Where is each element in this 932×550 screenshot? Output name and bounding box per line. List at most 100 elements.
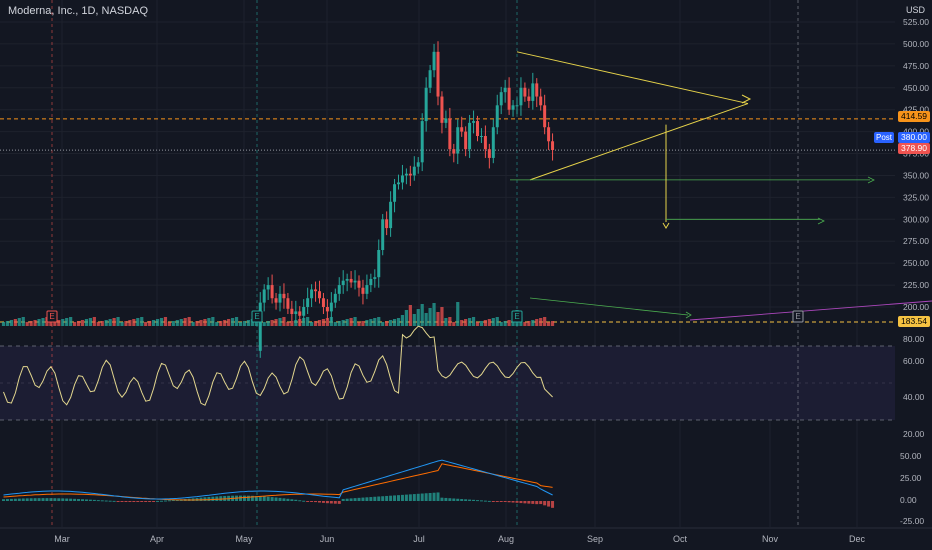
volume-bar bbox=[211, 317, 215, 326]
candle-body bbox=[472, 121, 476, 123]
candle-body bbox=[337, 285, 341, 294]
volume-bar bbox=[171, 321, 175, 326]
candle-body bbox=[290, 308, 294, 315]
candle-body bbox=[373, 277, 377, 279]
volume-bar bbox=[408, 305, 412, 326]
macd-histogram-bar bbox=[487, 500, 491, 502]
macd-histogram-bar bbox=[321, 501, 325, 503]
candle-body bbox=[515, 105, 519, 107]
macd-histogram-bar bbox=[310, 501, 314, 502]
volume-bar bbox=[179, 319, 183, 326]
volume-bar bbox=[57, 320, 61, 326]
macd-histogram-bar bbox=[136, 501, 140, 502]
volume-bar bbox=[282, 317, 286, 326]
volume-bar bbox=[9, 320, 13, 326]
earnings-marker-box bbox=[251, 310, 263, 323]
macd-histogram-bar bbox=[511, 501, 515, 503]
candle-body bbox=[507, 87, 511, 110]
candle-body bbox=[511, 105, 515, 110]
symbol-title[interactable]: Moderna, Inc., 1D, NASDAQ bbox=[8, 5, 148, 17]
macd-histogram-bar bbox=[254, 495, 258, 501]
volume-bar bbox=[452, 322, 456, 326]
macd-histogram-bar bbox=[345, 498, 349, 501]
macd-histogram-bar bbox=[476, 500, 479, 502]
volume-bar bbox=[294, 320, 298, 326]
volume-bar bbox=[420, 304, 424, 326]
volume-bar bbox=[120, 322, 124, 326]
volume-bar bbox=[262, 322, 266, 326]
volume-bar bbox=[361, 321, 365, 326]
time-tick-label: May bbox=[235, 534, 253, 544]
volume-bar bbox=[250, 319, 254, 326]
candle-body bbox=[424, 87, 428, 122]
volume-bar bbox=[96, 322, 100, 326]
macd-histogram-bar bbox=[456, 498, 460, 501]
candle-body bbox=[365, 285, 369, 294]
volume-bar bbox=[80, 320, 85, 326]
macd-histogram-bar bbox=[290, 499, 294, 501]
candle-body bbox=[479, 136, 483, 137]
macd-tick-label: 0.00 bbox=[900, 495, 917, 505]
volume-bar bbox=[231, 318, 235, 326]
macd-histogram-bar bbox=[397, 495, 400, 501]
candle-body bbox=[547, 127, 551, 142]
volume-bar bbox=[128, 320, 132, 326]
macd-histogram-bar bbox=[464, 499, 468, 501]
volume-bar bbox=[219, 321, 223, 326]
volume-bar bbox=[148, 321, 152, 326]
volume-bar bbox=[337, 321, 341, 326]
candle-body bbox=[377, 250, 381, 278]
volume-bar bbox=[448, 317, 452, 326]
macd-histogram-bar bbox=[436, 492, 440, 501]
macd-histogram-bar bbox=[262, 496, 266, 501]
volume-bar bbox=[238, 322, 243, 326]
macd-histogram-bar bbox=[385, 495, 389, 501]
rsi-tick-label: 40.00 bbox=[903, 392, 925, 402]
candle-body bbox=[298, 311, 302, 316]
candle-body bbox=[310, 289, 314, 299]
candle-body bbox=[551, 141, 555, 151]
macd-histogram-bar bbox=[523, 501, 527, 504]
volume-bar bbox=[313, 321, 318, 326]
candle-body bbox=[381, 219, 385, 250]
currency-label[interactable]: USD bbox=[906, 5, 926, 15]
macd-histogram-bar bbox=[65, 498, 69, 501]
volume-bar bbox=[21, 317, 25, 326]
volume-level-tag: 183.54 bbox=[898, 316, 930, 327]
macd-histogram-bar bbox=[282, 498, 286, 501]
macd-histogram-bar bbox=[424, 493, 428, 501]
candle-body bbox=[468, 122, 472, 150]
volume-bar bbox=[84, 319, 89, 326]
candle-body bbox=[460, 127, 464, 132]
volume-bar bbox=[460, 320, 464, 326]
candle-body bbox=[393, 184, 397, 202]
volume-bar bbox=[349, 318, 353, 326]
time-tick-label: Oct bbox=[673, 534, 688, 544]
macd-histogram-bar bbox=[527, 501, 531, 504]
candle-body bbox=[325, 307, 329, 312]
volume-bar bbox=[491, 318, 495, 326]
time-tick-label: Aug bbox=[498, 534, 514, 544]
volume-bar bbox=[183, 318, 187, 326]
target-arrow-2 bbox=[817, 217, 825, 225]
macd-histogram-bar bbox=[219, 496, 223, 501]
price-tick-label: 225.00 bbox=[903, 280, 929, 290]
volume-bar bbox=[464, 319, 468, 326]
macd-histogram-bar bbox=[17, 498, 21, 501]
volume-bar bbox=[13, 319, 17, 326]
volume-bar bbox=[112, 318, 116, 326]
volume-trend-arrow bbox=[685, 311, 692, 319]
volume-bar bbox=[246, 320, 250, 326]
macd-histogram-bar bbox=[547, 501, 551, 507]
volume-bar bbox=[310, 322, 314, 326]
volume-bar bbox=[341, 320, 345, 326]
volume-bar bbox=[242, 321, 247, 326]
macd-histogram-bar bbox=[472, 499, 476, 501]
volume-bar bbox=[33, 320, 37, 326]
macd-histogram-bar bbox=[25, 498, 29, 501]
price-tick-label: 525.00 bbox=[903, 17, 929, 27]
macd-histogram-bar bbox=[199, 497, 203, 501]
macd-histogram-bar bbox=[539, 501, 543, 505]
volume-bar bbox=[495, 317, 499, 326]
